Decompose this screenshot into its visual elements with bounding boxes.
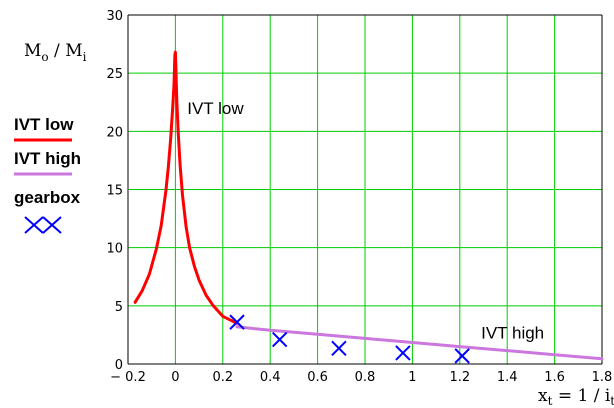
x-tick-label-2: 0.2 [212,370,233,385]
legend-label-0: IVT low [14,115,74,134]
x-tick-label-3: 0.4 [260,370,281,385]
x-tick-label-10: 1.8 [592,370,613,385]
series-layer [133,50,604,364]
y-tick-label-5: 25 [106,67,123,82]
y-tick-label-0: 0 [115,358,123,373]
y-tick-label-3: 15 [106,184,123,199]
series-line-ivt-high [235,325,604,361]
y-tick-labels: 0 5 10 15 20 25 30 [106,9,123,373]
x-tick-label-8: 1.4 [497,370,518,385]
series-line-ivt-low [133,50,239,325]
grid [127,14,603,365]
axes [127,14,603,365]
annotations: IVT low IVT high [187,99,544,343]
y-axis-label: Mo / Mi [24,41,87,64]
data-point-gearbox-4 [454,348,470,364]
x-axis-label: xt = 1 / it [538,386,614,408]
y-tick-label-4: 20 [106,125,123,140]
x-tick-label-9: 1.6 [544,370,565,385]
x-tick-label-5: 0.8 [355,370,376,385]
y-tick-label-6: 30 [106,9,123,24]
data-point-gearbox-2 [331,340,347,357]
x-tick-label-0: − 0.2 [110,370,146,385]
legend-label-1: IVT high [14,149,81,168]
x-tick-labels: − 0.2 0 0.2 0.4 0.6 0.8 1 1.2 1.4 1.6 1.8 [110,370,612,385]
x-tick-label-6: 1 [408,370,416,385]
data-point-gearbox-0 [229,314,245,330]
data-point-gearbox-1 [271,331,288,348]
legend: IVT low IVT high gearbox [14,115,81,234]
legend-label-2: gearbox [14,188,81,207]
data-point-gearbox-3 [395,345,411,361]
annotation-1: IVT high [481,323,544,342]
y-tick-label-2: 10 [106,242,123,257]
y-tick-label-1: 5 [115,300,123,315]
x-tick-label-7: 1.2 [449,370,470,385]
x-tick-label-1: 0 [171,370,179,385]
x-tick-label-4: 0.6 [307,370,328,385]
annotation-0: IVT low [187,99,244,118]
legend-swatch-2 [24,216,62,234]
